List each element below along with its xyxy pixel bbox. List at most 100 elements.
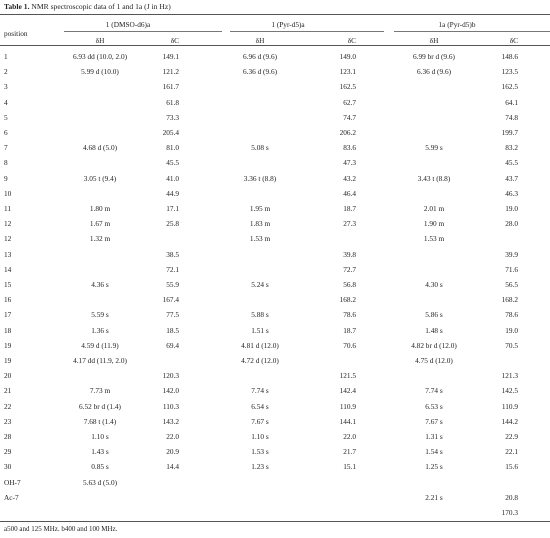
cell-dmso-dh: 4.17 dd (11.9, 2.0)	[73, 356, 127, 365]
cell-pyr1a-dh: 6.36 d (9.6)	[416, 67, 452, 77]
cell-pyr-dh: 5.08 s	[251, 143, 269, 153]
cell-pyr-dc: 206.2	[339, 128, 356, 137]
cell-position: 10	[4, 188, 12, 198]
cell-pyr-dc: 162.5	[339, 82, 356, 92]
group-rule-1	[64, 31, 222, 32]
cell-dmso-dh: 5.63 d (5.0)	[82, 477, 118, 487]
cell-dmso-dh: 1.36 s	[91, 325, 109, 335]
cell-pyr-dh: 4.81 d (12.0)	[241, 340, 279, 350]
cell-dmso-dc: 22.0	[166, 432, 179, 441]
cell-dmso-dh: 4.59 d (11.9)	[81, 340, 119, 350]
cell-pyr1a-dh: 7.74 s	[425, 386, 443, 396]
cell-pyr-dc: 110.9	[339, 401, 356, 411]
cell-pyr-dc: 72.7	[343, 264, 356, 274]
cell-pyr1a-dh: 4.82 br d (12.0)	[411, 340, 457, 350]
cell-pyr-dc: 18.7	[343, 204, 356, 213]
cell-pyr1a-dh: 5.86 s	[425, 310, 443, 320]
cell-pyr-dh: 1.53 s	[251, 447, 269, 457]
cell-position: 18	[4, 325, 12, 335]
cell-position: 19	[4, 356, 12, 365]
cell-pyr-dc: 21.7	[343, 447, 356, 457]
table-caption-text: NMR spectroscopic data of 1 and 1a (J in…	[29, 2, 171, 11]
group-header-1: 1 (DMSO-d6)a	[105, 20, 151, 29]
cell-pyr1a-dc: 74.8	[505, 112, 518, 122]
cell-dmso-dc: 205.4	[162, 128, 179, 137]
cell-pyr-dh: 4.72 d (12.0)	[241, 356, 279, 365]
cell-pyr1a-dh: 1.31 s	[425, 432, 443, 441]
cell-position: 15	[4, 280, 12, 289]
cell-dmso-dc: 25.8	[166, 219, 179, 229]
cell-pyr-dc: 43.2	[343, 173, 356, 183]
cell-position: 29	[4, 447, 12, 457]
cell-pyr1a-dh: 1.25 s	[425, 462, 443, 472]
cell-pyr-dc: 62.7	[343, 97, 356, 107]
group-rule-2	[230, 31, 384, 32]
cell-pyr1a-dc: 162.5	[501, 82, 518, 92]
cell-pyr1a-dh: 2.21 s	[425, 492, 443, 502]
cell-pyr1a-dc: 144.2	[501, 416, 518, 426]
cell-pyr1a-dh: 2.01 m	[423, 204, 445, 213]
cell-pyr1a-dc: 168.2	[501, 295, 518, 305]
cell-pyr1a-dc: 78.6	[505, 310, 518, 320]
cell-dmso-dc: 20.9	[166, 447, 179, 457]
cell-pyr-dc: 83.6	[343, 143, 356, 153]
cell-pyr1a-dh: 4.30 s	[425, 280, 443, 289]
cell-dmso-dc: 77.5	[166, 310, 179, 320]
subheader-dmso-dc: δC	[170, 36, 179, 45]
cell-dmso-dh: 0.85 s	[91, 462, 109, 472]
header-rule	[0, 45, 550, 46]
cell-pyr1a-dh: 1.90 m	[423, 219, 445, 229]
cell-position: 20	[4, 371, 12, 381]
cell-pyr-dh: 7.74 s	[251, 386, 269, 396]
cell-dmso-dc: 55.9	[166, 280, 179, 289]
cell-position: 11	[4, 204, 12, 213]
cell-dmso-dh: 1.43 s	[91, 447, 109, 457]
cell-dmso-dc: 142.0	[162, 386, 179, 396]
cell-position: 3	[4, 82, 8, 92]
cell-pyr-dc: 15.1	[343, 462, 356, 472]
cell-pyr1a-dh: 5.99 s	[425, 143, 443, 153]
cell-pyr-dc: 46.4	[343, 188, 356, 198]
cell-pyr1a-dh: 1.48 s	[425, 325, 443, 335]
cell-dmso-dc: 72.1	[166, 264, 179, 274]
cell-pyr1a-dc: 71.6	[505, 264, 518, 274]
cell-dmso-dh: 1.67 m	[89, 219, 111, 229]
cell-pyr1a-dc: 22.9	[505, 432, 518, 441]
cell-position: 1	[4, 52, 8, 61]
cell-pyr1a-dc: 28.0	[505, 219, 518, 229]
cell-pyr-dh: 7.67 s	[251, 416, 269, 426]
cell-dmso-dh: 7.73 m	[89, 386, 111, 396]
table-caption-label: Table 1.	[4, 2, 30, 11]
cell-pyr1a-dc: 46.3	[505, 188, 518, 198]
cell-pyr1a-dc: 148.6	[501, 52, 518, 61]
cell-dmso-dc: 44.9	[166, 188, 179, 198]
cell-dmso-dc: 14.4	[166, 462, 179, 472]
cell-pyr1a-dc: 70.5	[505, 340, 518, 350]
cell-pyr-dc: 168.2	[339, 295, 356, 305]
cell-position: 7	[4, 143, 8, 153]
cell-dmso-dc: 81.0	[166, 143, 179, 153]
cell-position: 23	[4, 416, 12, 426]
cell-dmso-dh: 1.80 m	[89, 204, 111, 213]
cell-position: 12	[4, 219, 12, 229]
cell-position: 28	[4, 432, 12, 441]
cell-position: Ac-7	[4, 492, 19, 502]
cell-pyr-dc: 121.5	[339, 371, 356, 381]
cell-pyr-dc: 18.7	[343, 325, 356, 335]
cell-pyr1a-dc: 121.3	[501, 371, 518, 381]
cell-pyr-dc: 47.3	[343, 158, 356, 168]
cell-position: 14	[4, 264, 12, 274]
cell-pyr1a-dc: 170.3	[501, 508, 518, 517]
cell-pyr1a-dc: 64.1	[505, 97, 518, 107]
cell-pyr-dc: 78.6	[343, 310, 356, 320]
cell-dmso-dc: 73.3	[166, 112, 179, 122]
cell-pyr-dh: 1.23 s	[251, 462, 269, 472]
subheader-pyr-dc: δC	[347, 36, 356, 45]
cell-pyr1a-dh: 3.43 t (8.8)	[417, 173, 451, 183]
group-header-3: 1a (Pyr-d5)b	[438, 20, 476, 29]
cell-pyr1a-dc: 110.9	[501, 401, 518, 411]
cell-dmso-dh: 3.05 t (9.4)	[83, 173, 117, 183]
top-rule	[0, 14, 550, 15]
cell-dmso-dh: 6.52 br d (1.4)	[79, 401, 121, 411]
